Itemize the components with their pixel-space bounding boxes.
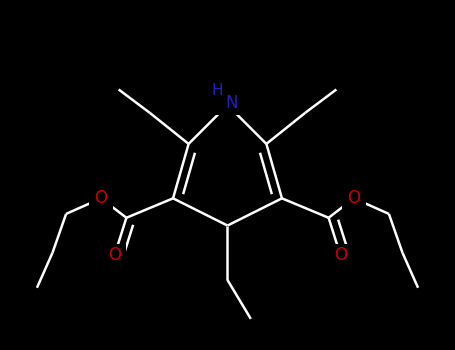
FancyBboxPatch shape — [103, 244, 126, 265]
Text: H: H — [211, 83, 223, 98]
Text: O: O — [95, 189, 108, 207]
FancyBboxPatch shape — [342, 188, 365, 209]
Text: O: O — [334, 246, 347, 264]
Text: O: O — [108, 246, 121, 264]
FancyBboxPatch shape — [329, 244, 352, 265]
Text: N: N — [225, 94, 238, 112]
FancyBboxPatch shape — [90, 188, 113, 209]
FancyBboxPatch shape — [202, 82, 243, 115]
Text: O: O — [347, 189, 360, 207]
